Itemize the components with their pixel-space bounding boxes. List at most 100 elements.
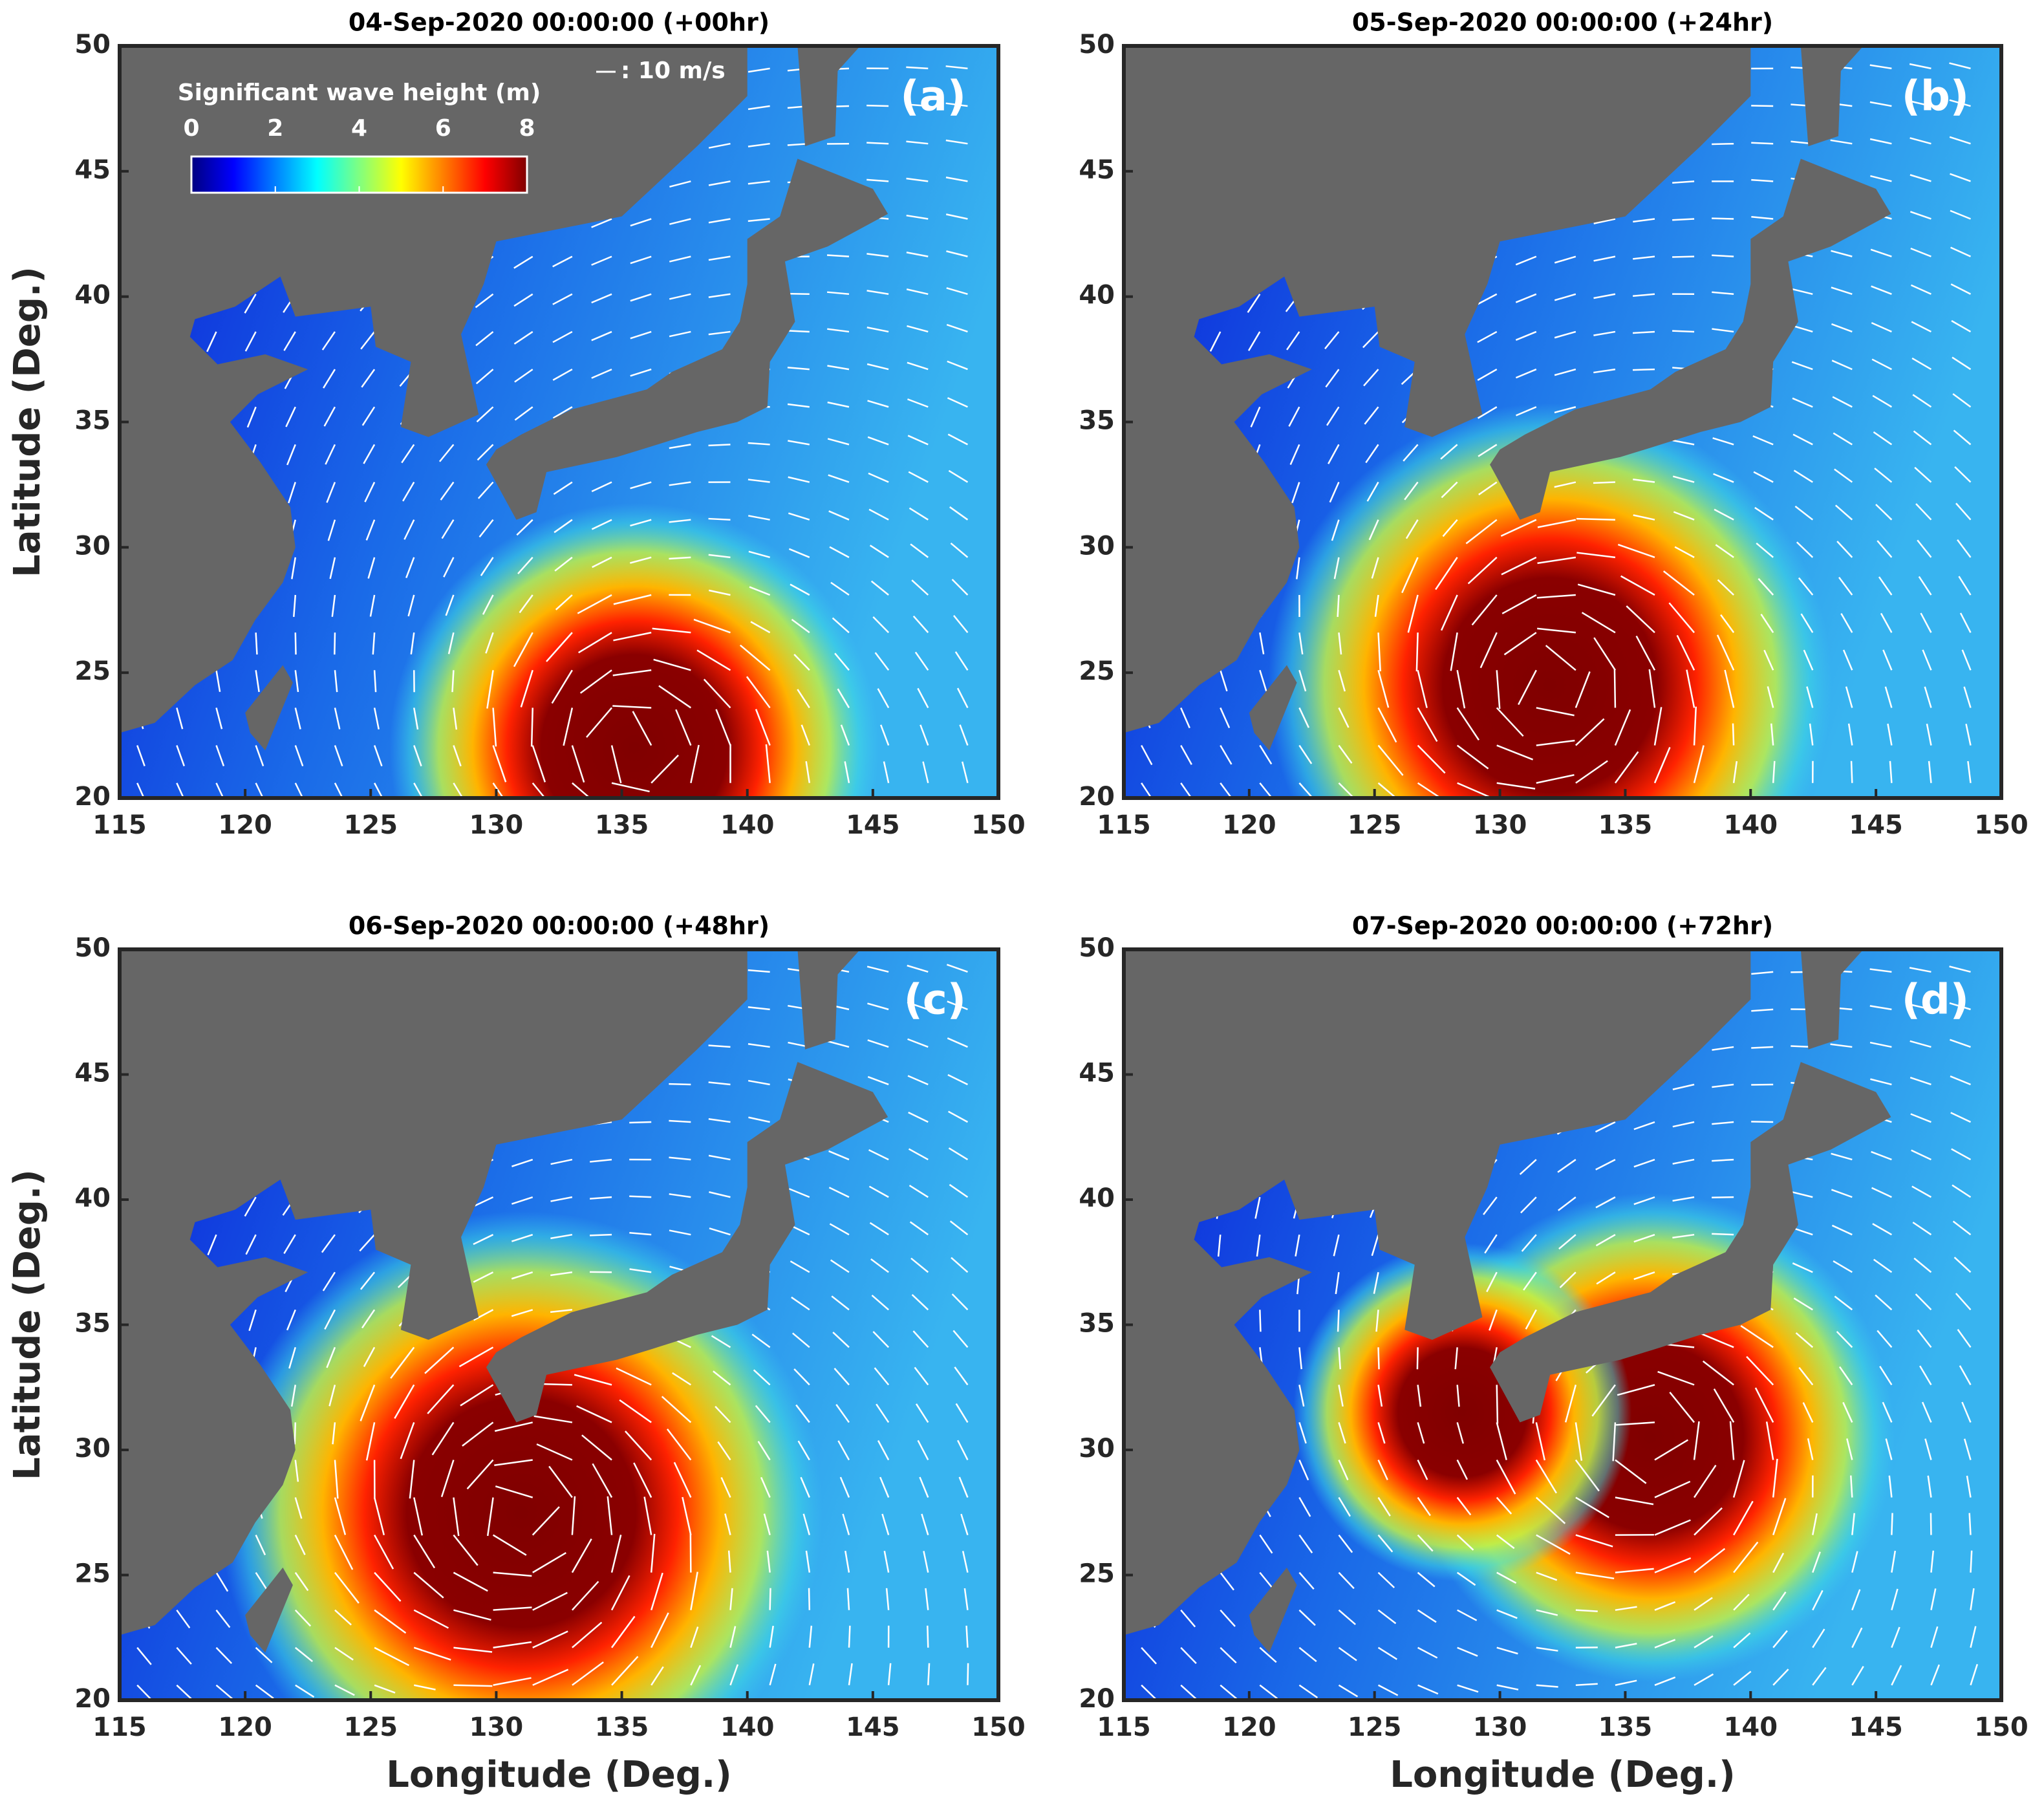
- wind-vector: [431, 1421, 455, 1456]
- land: [120, 46, 748, 733]
- wind-vector: [909, 1185, 929, 1198]
- wind-vector: [294, 1460, 299, 1482]
- wind-vector: [520, 669, 533, 707]
- wind-vector: [1772, 1552, 1785, 1573]
- wind-vector: [334, 632, 336, 655]
- wind-vector: [1851, 1589, 1861, 1611]
- wind-vector: [1633, 479, 1655, 483]
- wind-vector: [592, 556, 612, 568]
- wind-vector: [1910, 247, 1931, 257]
- wind-vector: [1496, 707, 1524, 737]
- wind-vector: [828, 510, 850, 521]
- wind-vector: [1712, 254, 1734, 257]
- wind-vector: [1930, 1626, 1939, 1648]
- wind-vector: [1247, 294, 1261, 313]
- wind-vector: [1259, 1534, 1273, 1554]
- wind-vector: [136, 745, 145, 767]
- wind-vector: [1478, 481, 1498, 495]
- wind-vector: [945, 102, 968, 107]
- wind-vector: [215, 1647, 233, 1665]
- wind-vector: [1471, 594, 1498, 626]
- land: [1124, 46, 1751, 733]
- wind-vector: [690, 1665, 702, 1686]
- wind-vector: [1496, 782, 1536, 790]
- wind-vector: [612, 669, 652, 676]
- wind-vector: [476, 406, 494, 423]
- wind-vector: [1970, 1588, 1975, 1610]
- wind-vector: [947, 1074, 968, 1086]
- wind-vector: [1842, 649, 1853, 671]
- wind-vector: [1575, 1496, 1609, 1518]
- wind-vector: [359, 1234, 376, 1252]
- wind-vector: [579, 669, 612, 694]
- wind-vector: [868, 508, 889, 521]
- wind-vector: [1654, 1557, 1692, 1573]
- wind-vector: [374, 1609, 407, 1634]
- wind-vector: [791, 1332, 810, 1348]
- wind-vector: [294, 1571, 309, 1592]
- wind-vector: [948, 1110, 969, 1123]
- wind-vector: [546, 632, 573, 662]
- wind-vector: [1417, 782, 1443, 798]
- wind-vector: [658, 685, 692, 709]
- wind-vector: [1484, 1234, 1498, 1254]
- wind-vector: [1595, 1234, 1616, 1247]
- wind-vector: [669, 519, 691, 523]
- wind-vector: [1672, 1233, 1695, 1239]
- wind-vector: [1714, 508, 1734, 521]
- wind-vector: [908, 1111, 929, 1123]
- wind-vector: [837, 688, 850, 709]
- wind-vector: [1910, 174, 1931, 182]
- wind-vector: [1338, 1609, 1356, 1625]
- wind-vector: [591, 255, 612, 266]
- wind-vector: [867, 1002, 889, 1011]
- wind-vector: [914, 1366, 929, 1386]
- wind-vector: [533, 1415, 573, 1423]
- wind-vector: [1477, 369, 1498, 381]
- wind-vector: [1672, 475, 1695, 483]
- wind-vector: [571, 1581, 599, 1611]
- wind-vector: [1615, 1606, 1637, 1611]
- wind-vector: [1930, 1664, 1941, 1686]
- wind-vector: [571, 1496, 576, 1535]
- wind-vector: [1712, 1196, 1734, 1198]
- wind-vector: [1970, 1550, 1973, 1573]
- wind-vector: [1536, 774, 1575, 784]
- wind-vector: [1558, 1196, 1576, 1211]
- wind-vector: [1633, 255, 1655, 260]
- x-tick-label: 145: [1849, 1712, 1903, 1742]
- wind-vector: [1672, 1083, 1695, 1090]
- x-tick-label: 145: [846, 1712, 900, 1742]
- wind-vector: [793, 653, 810, 671]
- y-tick-label: 40: [1079, 281, 1115, 310]
- wind-vector: [870, 1258, 889, 1273]
- y-tick-label: 20: [1079, 1684, 1115, 1714]
- panel-title: 07-Sep-2020 00:00:00 (+72hr): [1352, 912, 1773, 940]
- wind-vector: [473, 1196, 494, 1207]
- wind-vector: [1672, 1121, 1695, 1128]
- wind-vector: [791, 1296, 810, 1311]
- x-tick-label: 125: [344, 1712, 398, 1742]
- wind-vector: [532, 1592, 568, 1611]
- wind-vector: [827, 328, 850, 333]
- wind-vector: [1614, 709, 1631, 746]
- wind-vector: [1377, 632, 1381, 672]
- wind-vector: [1871, 321, 1892, 333]
- x-tick-label: 125: [1348, 810, 1402, 840]
- wind-vector: [1838, 576, 1853, 596]
- wind-vector: [1593, 255, 1616, 262]
- wind-vector: [1792, 1262, 1813, 1273]
- wind-vector: [1809, 723, 1814, 746]
- wind-vector: [1441, 481, 1458, 499]
- wind-vector: [749, 586, 771, 596]
- wind-vector: [1328, 444, 1340, 464]
- wind-vector: [808, 1663, 815, 1686]
- wind-vector: [1950, 246, 1972, 257]
- wind-vector: [1712, 1158, 1734, 1162]
- wind-vector: [288, 482, 296, 504]
- wind-vector: [832, 617, 850, 634]
- wind-vector: [492, 1534, 527, 1556]
- wind-vector: [1338, 744, 1353, 764]
- wind-vector: [1834, 468, 1853, 483]
- wind-vector: [921, 1513, 929, 1535]
